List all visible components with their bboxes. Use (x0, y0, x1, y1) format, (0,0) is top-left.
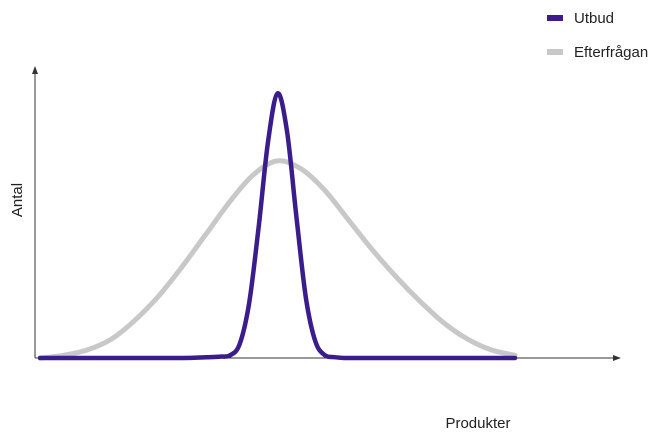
y-axis (32, 66, 38, 358)
series-line-efterfragan (37, 158, 518, 361)
legend-label: Utbud (574, 10, 614, 27)
legend-label: Efterfrågan (574, 44, 648, 61)
legend-swatch (547, 49, 563, 55)
series-layer (37, 91, 518, 361)
legend: Utbud Efterfrågan (547, 10, 648, 61)
x-axis-label: Produkter (445, 415, 510, 432)
series-line-utbud (37, 91, 518, 361)
legend-swatch (547, 15, 563, 21)
x-axis-arrow (613, 355, 621, 361)
y-axis-arrow (32, 66, 38, 74)
y-axis-label: Antal (9, 183, 26, 217)
